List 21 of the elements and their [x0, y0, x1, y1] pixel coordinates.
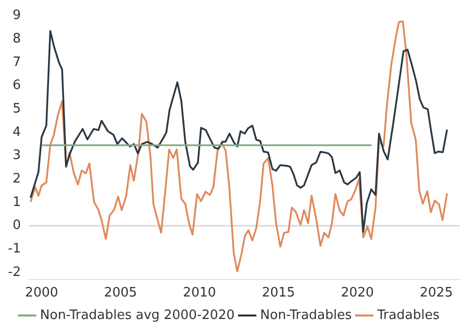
- y-tick-label: 9: [12, 8, 21, 24]
- x-tick-label: 2000: [25, 286, 58, 301]
- x-tick-label: 2015: [262, 286, 295, 301]
- y-tick-label: 5: [12, 101, 21, 116]
- legend-label: Non-Tradables: [260, 308, 352, 323]
- y-tick-label: -1: [8, 241, 21, 256]
- y-tick-label: 2: [12, 171, 21, 186]
- y-tick-label: 1: [12, 194, 21, 210]
- y-tick-label: 7: [12, 54, 21, 70]
- y-tick-label: 6: [12, 78, 21, 94]
- y-tick-label: 4: [12, 124, 21, 140]
- legend-label: Non-Tradables avg 2000-2020: [40, 308, 235, 323]
- y-tick-label: 3: [12, 148, 21, 164]
- x-tick-label: 2005: [104, 286, 138, 301]
- y-tick-label: -2: [8, 264, 21, 280]
- legend-label: Tradables: [376, 308, 440, 323]
- x-tick-label: 2025: [420, 286, 453, 301]
- y-tick-label: 0: [12, 218, 21, 234]
- x-tick-label: 2010: [182, 286, 216, 301]
- x-tick-label: 2020: [340, 286, 374, 301]
- y-tick-label: 8: [12, 32, 21, 46]
